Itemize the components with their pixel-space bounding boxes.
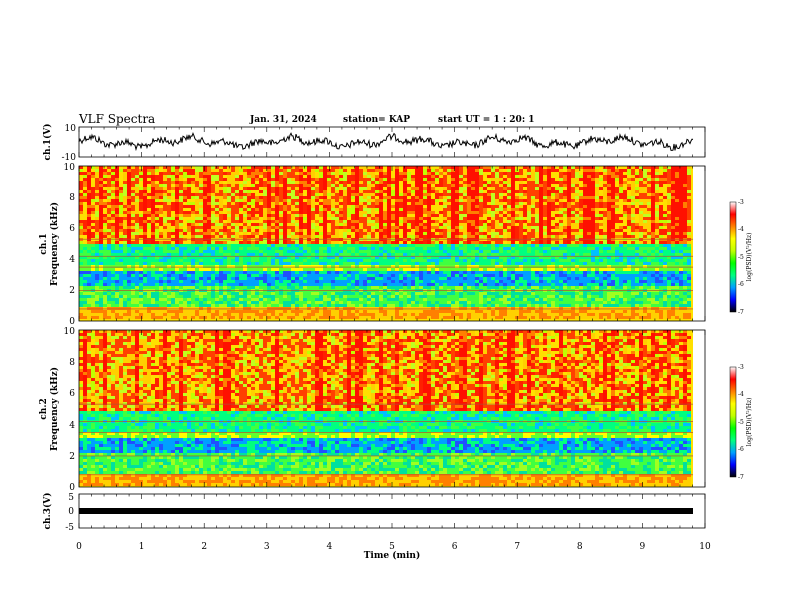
- ch3-ytick-5: 5: [68, 493, 74, 503]
- ch2-cb-tick-neg4: -4: [738, 391, 744, 398]
- xtick-10: 10: [699, 542, 711, 552]
- ch2-freq-tick-10: 10: [64, 327, 76, 337]
- ch1-cb-tick-neg6: -6: [738, 281, 744, 288]
- ch1-cb-tick-neg3: -3: [738, 199, 744, 206]
- ch1-freq-tick-10: 10: [64, 163, 76, 173]
- ch2-freq-tick-0: 0: [69, 483, 75, 493]
- ch2-cb-tick-neg5: -5: [738, 419, 744, 426]
- ch3-ytick-0: 0: [68, 507, 74, 517]
- ch2-freq-tick-4: 4: [69, 421, 75, 431]
- x-axis: 0 1 2 3 4 5 6 7 8 9 10 Time (min): [76, 542, 711, 561]
- ch1-spectrogram-chlabel: ch.1: [39, 233, 49, 254]
- xtick-7: 7: [514, 542, 520, 552]
- xtick-0: 0: [76, 542, 82, 552]
- ch1-ytick-10: 10: [65, 124, 77, 134]
- ch1-freq-tick-0: 0: [69, 317, 75, 327]
- ch2-colorbar-gradient: [729, 366, 737, 478]
- ch2-spectrogram-panel: 0 2 4 6 8 10 ch.2 Frequency (kHz): [39, 327, 706, 493]
- ch1-colorbar: -3 -4 -5 -6 -7 log(PSD)(V²/Hz): [729, 199, 753, 316]
- xtick-6: 6: [452, 542, 458, 552]
- ch1-cb-tick-neg7: -7: [738, 309, 744, 316]
- x-axis-ticks: [78, 127, 706, 528]
- xtick-2: 2: [201, 542, 207, 552]
- ch3-waveform-ylabel: ch.3(V): [42, 493, 53, 530]
- ch1-cb-tick-neg4: -4: [738, 226, 744, 233]
- ch1-freq-tick-8: 8: [69, 193, 75, 203]
- ch1-freq-tick-4: 4: [69, 255, 75, 265]
- ch2-freq-tick-2: 2: [69, 452, 75, 462]
- start-time-label: start UT = 1 : 20: 1: [438, 115, 535, 125]
- xtick-5: 5: [389, 542, 395, 552]
- ch1-waveform-ylabel: ch.1(V): [42, 124, 53, 161]
- ch2-spectrogram-image: [79, 330, 693, 487]
- date-label: Jan. 31, 2024: [249, 115, 317, 125]
- ch2-cb-tick-neg6: -6: [738, 446, 744, 453]
- ch1-colorbar-label: log(PSD)(V²/Hz): [746, 233, 753, 282]
- ch1-freq-tick-2: 2: [69, 286, 75, 296]
- ch3-waveform-band: [79, 508, 693, 514]
- ch2-colorbar: -3 -4 -5 -6 -7 log(PSD)(V²/Hz): [729, 364, 753, 481]
- ch1-waveform-line: [78, 132, 694, 152]
- xtick-9: 9: [640, 542, 646, 552]
- xtick-4: 4: [327, 542, 333, 552]
- xtick-3: 3: [264, 542, 270, 552]
- ch3-ytick-neg5: -5: [65, 523, 74, 533]
- station-label: station= KAP: [343, 115, 410, 125]
- ch1-colorbar-gradient: [729, 201, 737, 313]
- ch2-cb-tick-neg7: -7: [738, 474, 744, 481]
- ch2-freq-tick-8: 8: [69, 358, 75, 368]
- ch1-spectrogram-image: [79, 166, 693, 321]
- ch2-freq-tick-6: 6: [69, 389, 75, 399]
- ch2-colorbar-label: log(PSD)(V²/Hz): [746, 398, 753, 447]
- figure-title: VLF Spectra: [78, 112, 155, 126]
- ch1-freq-tick-6: 6: [69, 224, 75, 234]
- ch1-cb-tick-neg5: -5: [738, 254, 744, 261]
- ch2-spectrogram-ylabel: Frequency (kHz): [49, 367, 60, 451]
- ch1-ytick-neg10: -10: [62, 153, 77, 163]
- xtick-8: 8: [577, 542, 583, 552]
- xtick-1: 1: [139, 542, 145, 552]
- ch2-spectrogram-chlabel: ch.2: [39, 398, 49, 419]
- ch1-spectrogram-ylabel: Frequency (kHz): [49, 202, 60, 286]
- ch1-spectrogram-panel: 0 2 4 6 8 10 ch.1 Frequency (kHz): [39, 163, 706, 327]
- x-axis-label: Time (min): [364, 550, 421, 561]
- ch2-cb-tick-neg3: -3: [738, 364, 744, 371]
